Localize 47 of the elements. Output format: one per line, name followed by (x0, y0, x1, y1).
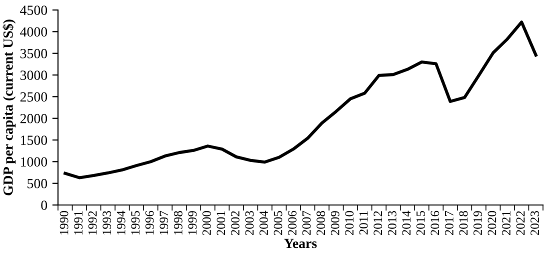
y-tick-label: 0 (41, 200, 48, 210)
x-tick-label: 2000 (202, 211, 211, 236)
x-tick-label: 2015 (416, 211, 425, 236)
x-tick-label: 2017 (444, 210, 454, 236)
x-tick-label: 2008 (316, 211, 326, 236)
x-tick-label: 2018 (459, 211, 468, 236)
x-tick-label: 1999 (188, 211, 197, 234)
x-tick-label: 2007 (302, 210, 311, 236)
x-tick-label: 2004 (260, 210, 268, 236)
x-tick-label: 2020 (488, 211, 496, 236)
x-tick-label: 2010 (345, 211, 354, 236)
x-tick-label: 1997 (160, 210, 168, 234)
y-tick-label: 3500 (20, 48, 48, 58)
x-tick-label: 2019 (474, 211, 482, 236)
x-tick-label: 2002 (231, 211, 240, 236)
x-tick-label: 2013 (388, 211, 396, 236)
x-axis-title: Years (284, 238, 317, 248)
x-tick-label: 2023 (530, 211, 539, 236)
y-axis-title: GDP per capita (current US$) (2, 20, 16, 196)
x-tick-label: 2021 (502, 211, 510, 236)
y-tick-label: 4500 (20, 6, 48, 15)
x-tick-label: 2016 (430, 210, 440, 236)
x-tick-label: 2014 (402, 210, 411, 236)
line-series (64, 20, 538, 180)
y-tick-label: 4000 (20, 27, 48, 37)
x-tick-label: 2012 (374, 211, 382, 236)
x-tick-label: 1992 (88, 211, 97, 234)
x-tick-label: 1994 (116, 210, 126, 234)
y-tick-label: 1000 (21, 157, 48, 167)
x-tick-label: 2001 (216, 211, 226, 236)
x-tick-label: 1996 (145, 210, 154, 234)
y-tick-label: 1500 (21, 136, 48, 145)
y-tick-label: 2000 (20, 114, 48, 124)
y-tick-label: 2500 (20, 92, 48, 102)
x-tick-label: 1995 (131, 211, 140, 234)
x-tick-label: 1993 (102, 211, 112, 234)
x-tick-label: 2011 (359, 211, 368, 235)
x-tick-label: 2003 (245, 211, 254, 236)
x-tick-label: 1990 (60, 211, 68, 234)
x-tick-label: 2022 (516, 211, 525, 236)
x-tick-label: 1991 (74, 211, 83, 234)
x-tick-label: 2006 (288, 210, 296, 236)
y-tick-label: 500 (28, 178, 48, 188)
x-tick-label: 1998 (174, 211, 182, 234)
x-tick-label: 2005 (274, 211, 282, 236)
x-tick-label: 2009 (330, 211, 340, 236)
y-tick-label: 3000 (20, 70, 48, 80)
